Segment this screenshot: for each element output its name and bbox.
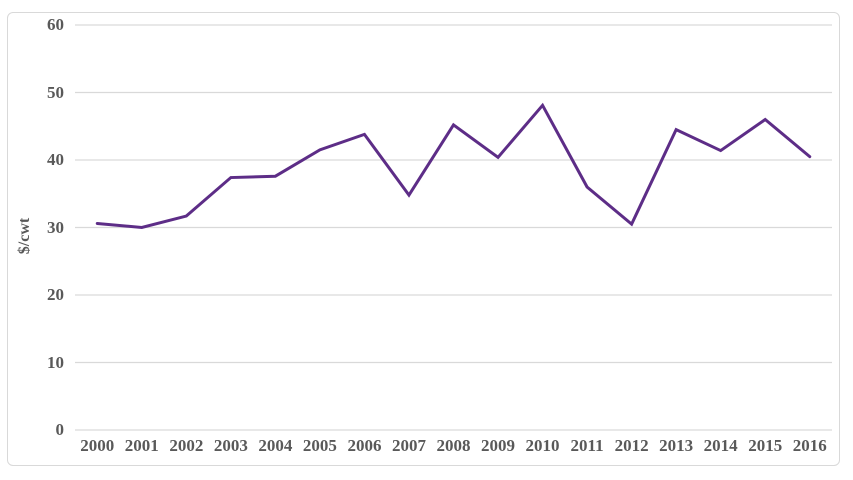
x-tick-label: 2012	[614, 436, 649, 455]
x-tick-label: 2000	[80, 436, 115, 455]
x-tick-label: 2003	[213, 436, 248, 455]
x-tick-label: 2014	[703, 436, 738, 455]
x-tick-label: 2007	[391, 436, 426, 455]
x-tick-label: 2008	[436, 436, 471, 455]
x-tick-label: 2006	[347, 436, 382, 455]
x-tick-label: 2016	[792, 436, 827, 455]
y-tick-label: 10	[47, 352, 64, 372]
x-tick-label: 2002	[169, 436, 204, 455]
chart-frame	[7, 12, 840, 466]
y-tick-label: 50	[47, 82, 64, 102]
y-tick-label: 30	[47, 217, 64, 237]
x-tick-label: 2004	[258, 436, 293, 455]
y-tick-label: 20	[47, 285, 64, 304]
y-axis-title: $/cwt	[16, 217, 33, 255]
x-tick-label: 2005	[302, 436, 337, 455]
y-tick-label: 0	[55, 420, 65, 439]
x-tick-label: 2009	[481, 436, 516, 455]
x-tick-label: 2010	[525, 436, 560, 455]
y-tick-label: 40	[47, 150, 64, 169]
x-tick-label: 2015	[748, 436, 783, 455]
data-line	[95, 102, 812, 230]
x-tick-label: 2001	[124, 436, 159, 455]
y-tick-label: 60	[47, 15, 64, 34]
x-tick-label: 2011	[570, 436, 604, 455]
x-tick-label: 2013	[659, 436, 694, 455]
